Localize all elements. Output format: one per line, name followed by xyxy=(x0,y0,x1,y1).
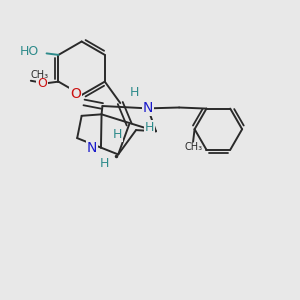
Text: CH₃: CH₃ xyxy=(184,142,202,152)
Text: HO: HO xyxy=(20,45,39,58)
Text: H: H xyxy=(99,158,109,170)
Text: N: N xyxy=(87,141,97,154)
Text: CH₃: CH₃ xyxy=(30,70,48,80)
Text: H: H xyxy=(112,128,122,141)
Text: H: H xyxy=(145,121,154,134)
Text: O: O xyxy=(70,87,81,101)
Text: N: N xyxy=(143,101,153,116)
Text: H: H xyxy=(130,86,140,100)
Text: O: O xyxy=(37,76,47,90)
